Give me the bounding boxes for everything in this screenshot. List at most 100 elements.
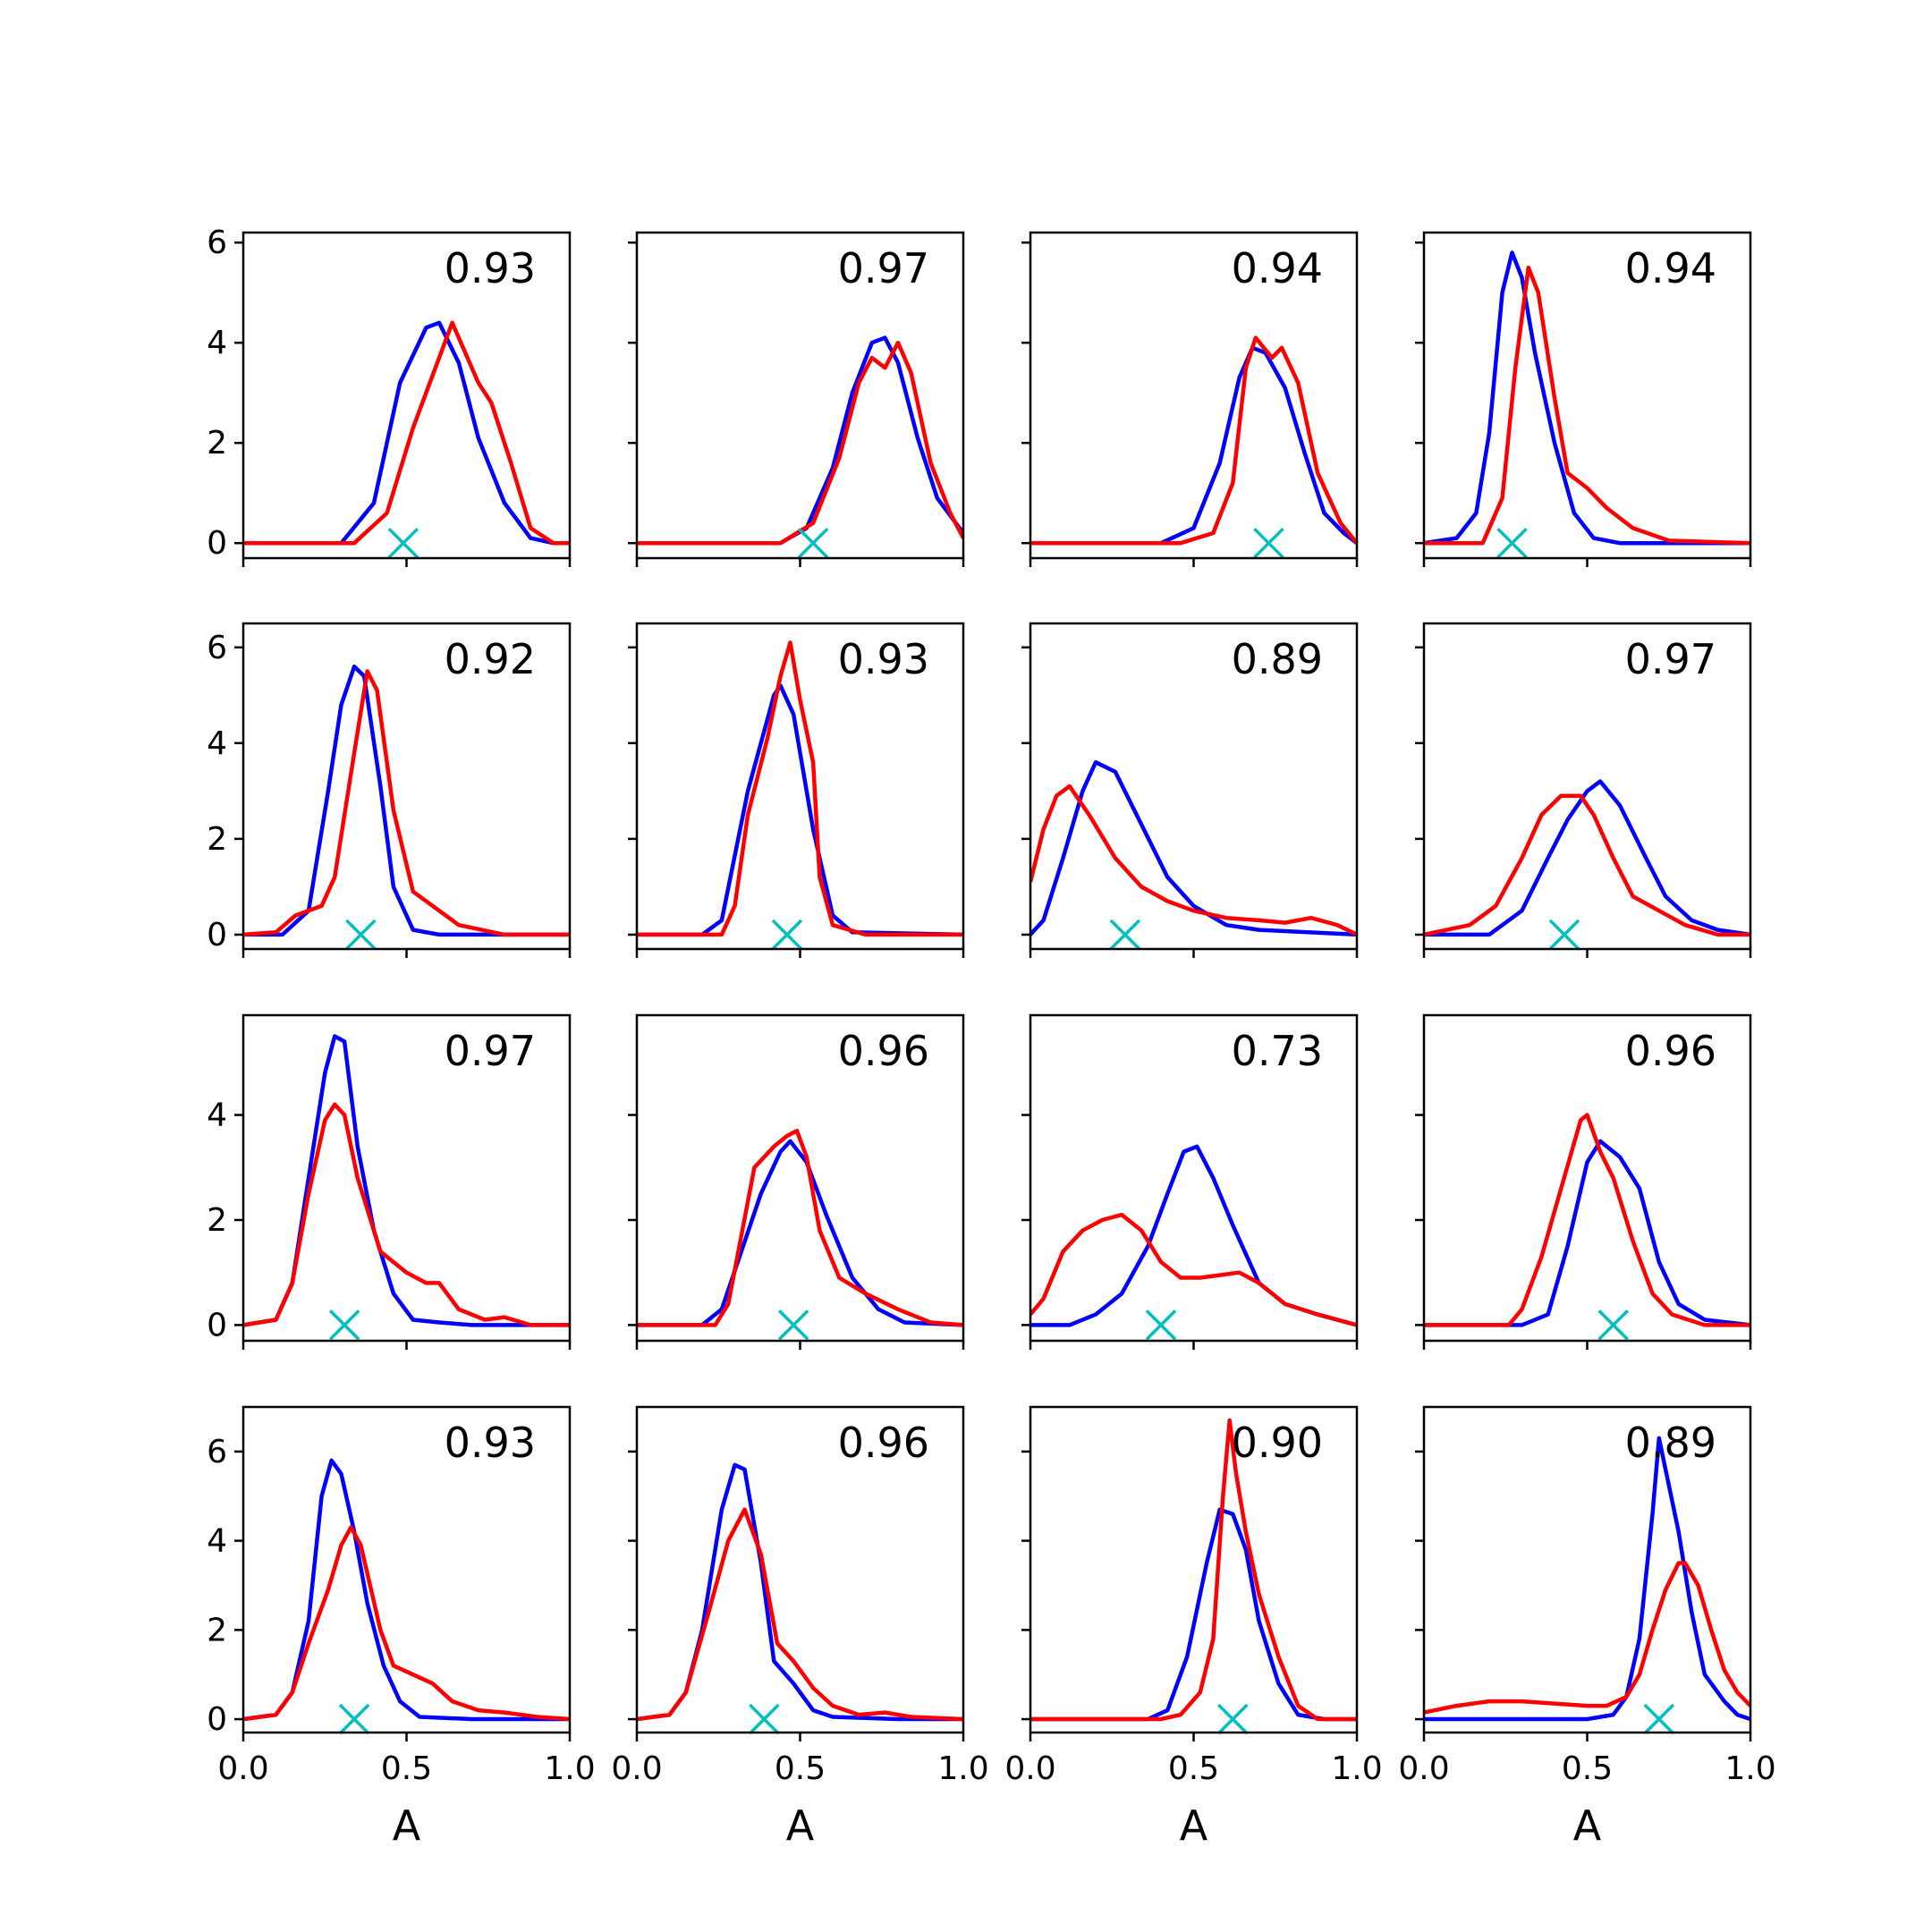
x-tick-label: 0.5 (381, 1750, 432, 1787)
red-series-line (1030, 1212, 1357, 1327)
x-marker (328, 1309, 360, 1341)
subplot-r1-c2: 0.89 (1021, 622, 1359, 958)
subplot-r1-c1: 0.93 (628, 622, 965, 958)
blue-series-line (1030, 759, 1357, 937)
x-marker (771, 919, 803, 951)
subplot-r3-c2: 0.0 0.5 1.0 A 0.90 (1004, 1405, 1383, 1850)
panel-annotation: 0.97 (838, 244, 929, 292)
blue-series-line (1030, 1507, 1357, 1722)
y-tick-label: 4 (207, 325, 227, 361)
subplot-r3-c1: 0.0 0.5 1.0 A 0.96 (611, 1405, 989, 1850)
panel-annotation: 0.93 (838, 635, 929, 683)
x-marker (797, 527, 829, 559)
y-tick-label: 4 (207, 1523, 227, 1560)
x-tick-label: 0.0 (1004, 1750, 1055, 1787)
subplot-r3-c0: 0 2 4 6 0.0 0.5 1.0 A 0.93 (207, 1405, 596, 1850)
red-series-line (637, 340, 963, 546)
panel-annotation: 0.89 (1232, 635, 1323, 683)
y-tick-label: 6 (207, 630, 227, 666)
red-series-line (1030, 1418, 1357, 1722)
subplot-r2-c1: 0.96 (628, 1013, 965, 1350)
blue-series-line (1030, 345, 1357, 546)
subplot-r2-c0: 0 2 4 0.97 (207, 1013, 572, 1350)
panel-annotation: 0.97 (445, 1027, 536, 1075)
blue-series-line (637, 1139, 963, 1327)
x-tick-label: 0.0 (1398, 1750, 1449, 1787)
x-axis-label: A (1573, 1801, 1602, 1850)
y-tick-label: 0 (207, 917, 227, 953)
red-series-line (1424, 1561, 1750, 1715)
x-marker (1145, 1309, 1177, 1341)
y-tick-label: 6 (207, 225, 227, 261)
x-marker (777, 1309, 809, 1341)
x-marker (387, 527, 419, 559)
subplot-r2-c2: 0.73 (1021, 1013, 1359, 1350)
x-tick-label: 0.0 (217, 1750, 268, 1787)
red-series-line (243, 1525, 570, 1722)
subplot-r2-c3: 0.96 (1415, 1013, 1752, 1350)
y-tick-label: 0 (207, 1307, 227, 1343)
x-tick-label: 0.0 (611, 1750, 662, 1787)
subplot-r0-c2: 0.94 (1021, 231, 1359, 567)
x-marker (749, 1703, 780, 1735)
subplot-r1-c0: 0 2 4 6 0.92 (207, 622, 572, 958)
blue-series-line (1424, 1436, 1750, 1722)
panel-annotation: 0.73 (1232, 1027, 1323, 1075)
red-series-line (637, 640, 963, 937)
red-series-line (1424, 793, 1750, 937)
panel-annotation: 0.94 (1625, 244, 1716, 292)
y-tick-label: 2 (207, 1612, 227, 1648)
blue-series-line (243, 664, 570, 937)
x-tick-label: 0.5 (775, 1750, 826, 1787)
red-series-line (637, 1128, 963, 1327)
x-marker (1597, 1309, 1629, 1341)
blue-series-line (1424, 779, 1750, 937)
y-tick-label: 0 (207, 525, 227, 562)
y-tick-label: 4 (207, 725, 227, 762)
x-marker (1253, 527, 1284, 559)
x-tick-label: 1.0 (937, 1750, 988, 1787)
x-marker (345, 919, 377, 951)
subplot-r0-c3: 0.94 (1415, 231, 1752, 567)
subplot-r0-c0: 0 2 4 6 0.93 (207, 225, 572, 567)
red-series-line (637, 1507, 963, 1722)
blue-series-line (243, 320, 570, 546)
y-tick-label: 4 (207, 1097, 227, 1134)
x-tick-label: 1.0 (1724, 1750, 1775, 1787)
x-tick-label: 0.5 (1562, 1750, 1613, 1787)
panel-annotation: 0.93 (445, 244, 536, 292)
x-marker (1548, 919, 1580, 951)
subplot-r0-c1: 0.97 (628, 231, 965, 567)
blue-series-line (1424, 1139, 1750, 1327)
x-marker (1643, 1703, 1675, 1735)
panel-annotation: 0.94 (1232, 244, 1323, 292)
red-series-line (243, 1102, 570, 1327)
x-marker (1496, 527, 1528, 559)
panel-annotation: 0.96 (1625, 1027, 1716, 1075)
x-axis-label: A (1180, 1801, 1208, 1850)
panel-annotation: 0.89 (1625, 1419, 1716, 1467)
red-series-line (243, 320, 570, 546)
blue-series-line (1424, 250, 1750, 546)
subplot-grid: 0 2 4 6 0.93 0.97 0.94 0.94 0 2 4 6 0.92 0.93 0.89 0.97… (207, 225, 1776, 1850)
y-tick-label: 2 (207, 1202, 227, 1239)
panel-annotation: 0.92 (445, 635, 536, 683)
x-tick-label: 1.0 (1331, 1750, 1382, 1787)
panel-annotation: 0.96 (838, 1419, 929, 1467)
red-series-line (1424, 1113, 1750, 1327)
red-series-line (1030, 335, 1357, 546)
subplot-r3-c3: 0.0 0.5 1.0 A 0.89 (1398, 1405, 1776, 1850)
x-marker (1217, 1703, 1249, 1735)
red-series-line (1030, 784, 1357, 936)
red-series-line (243, 669, 570, 937)
y-tick-label: 2 (207, 425, 227, 462)
panel-annotation: 0.97 (1625, 635, 1716, 683)
y-tick-label: 0 (207, 1701, 227, 1738)
y-tick-label: 6 (207, 1434, 227, 1470)
panel-annotation: 0.96 (838, 1027, 929, 1075)
x-marker (1109, 919, 1141, 951)
red-series-line (1424, 265, 1750, 546)
x-axis-label: A (393, 1801, 421, 1850)
panel-annotation: 0.93 (445, 1419, 536, 1467)
